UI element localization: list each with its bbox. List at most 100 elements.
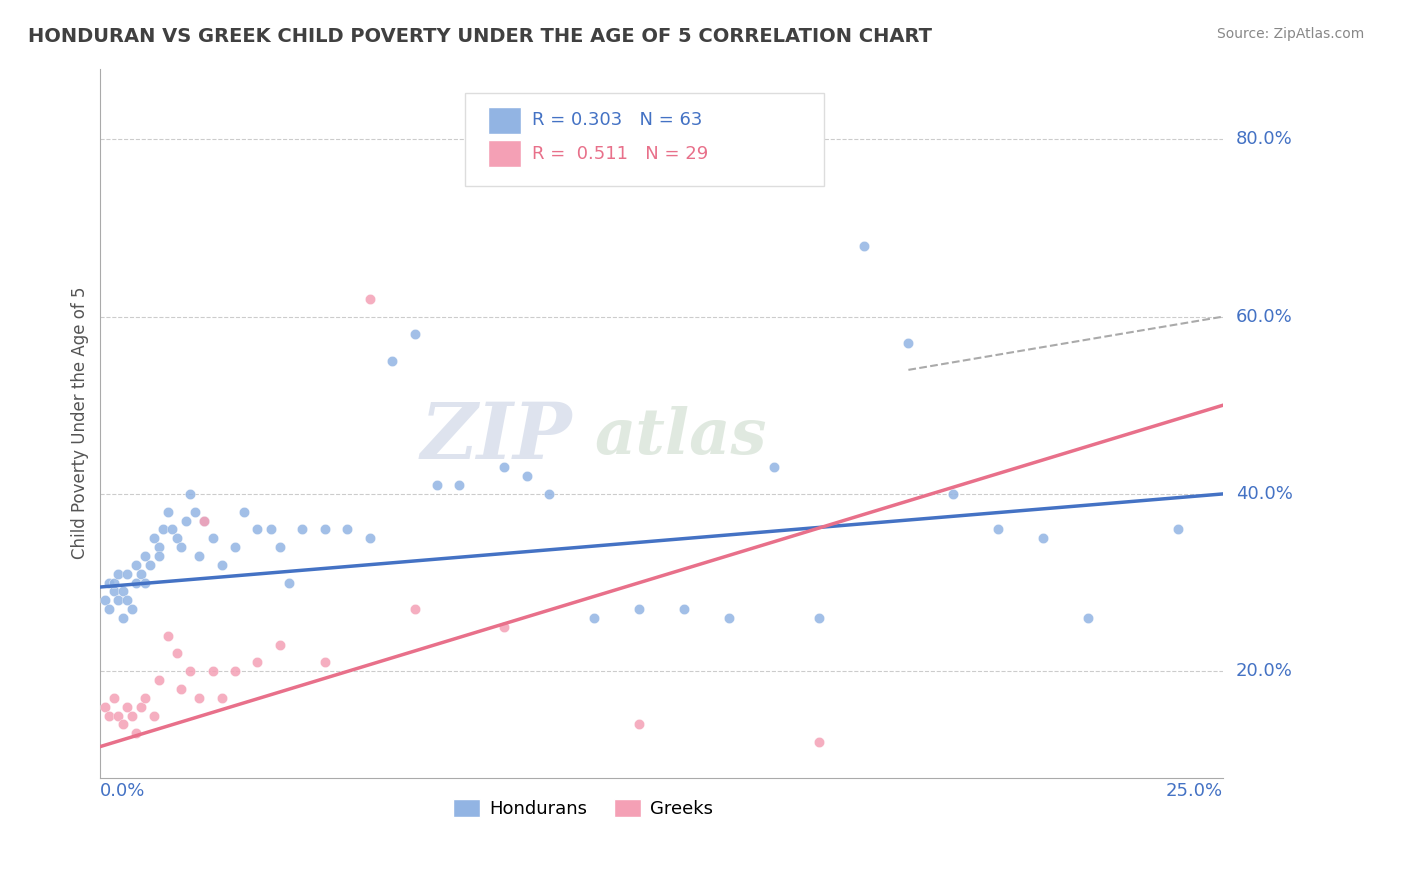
- Point: [103, 575, 125, 590]
- Point: [138, 558, 160, 572]
- Point: [134, 690, 156, 705]
- Point: [277, 575, 299, 590]
- Text: 20.0%: 20.0%: [1236, 662, 1294, 681]
- Point: [111, 584, 134, 599]
- Point: [269, 540, 291, 554]
- Point: [170, 681, 193, 696]
- Point: [129, 566, 152, 581]
- Point: [166, 647, 188, 661]
- Point: [1167, 522, 1189, 536]
- Y-axis label: Child Poverty Under the Age of 5: Child Poverty Under the Age of 5: [72, 287, 89, 559]
- Point: [494, 620, 516, 634]
- Point: [672, 602, 695, 616]
- Text: 60.0%: 60.0%: [1236, 308, 1294, 326]
- Point: [291, 522, 314, 536]
- Point: [156, 505, 179, 519]
- Point: [125, 575, 148, 590]
- Point: [897, 336, 920, 351]
- Point: [125, 726, 148, 740]
- Point: [103, 690, 125, 705]
- Point: [987, 522, 1010, 536]
- Text: R = 0.303   N = 63: R = 0.303 N = 63: [533, 112, 703, 129]
- Point: [103, 584, 125, 599]
- Text: atlas: atlas: [595, 407, 766, 468]
- Point: [193, 514, 215, 528]
- Point: [404, 602, 426, 616]
- Point: [111, 717, 134, 731]
- Point: [111, 611, 134, 625]
- Point: [107, 708, 129, 723]
- Text: 80.0%: 80.0%: [1236, 130, 1294, 148]
- Point: [1032, 531, 1054, 545]
- Text: 25.0%: 25.0%: [1166, 782, 1223, 800]
- Point: [246, 656, 269, 670]
- Point: [117, 699, 139, 714]
- Text: 40.0%: 40.0%: [1236, 485, 1294, 503]
- FancyBboxPatch shape: [488, 107, 522, 134]
- Point: [121, 602, 143, 616]
- Point: [211, 690, 233, 705]
- Text: Source: ZipAtlas.com: Source: ZipAtlas.com: [1216, 27, 1364, 41]
- Point: [125, 558, 148, 572]
- Point: [852, 239, 875, 253]
- FancyBboxPatch shape: [488, 140, 522, 167]
- Point: [156, 629, 179, 643]
- Text: R =  0.511   N = 29: R = 0.511 N = 29: [533, 145, 709, 162]
- Point: [224, 664, 246, 678]
- Point: [807, 735, 830, 749]
- Point: [117, 593, 139, 607]
- Point: [134, 575, 156, 590]
- Legend: Hondurans, Greeks: Hondurans, Greeks: [446, 791, 720, 825]
- Point: [224, 540, 246, 554]
- Point: [211, 558, 233, 572]
- Point: [152, 522, 174, 536]
- Point: [336, 522, 359, 536]
- Point: [717, 611, 740, 625]
- Point: [166, 531, 188, 545]
- Point: [201, 531, 224, 545]
- Point: [179, 487, 201, 501]
- Point: [117, 566, 139, 581]
- Point: [107, 566, 129, 581]
- Point: [942, 487, 965, 501]
- Point: [628, 602, 651, 616]
- Point: [359, 292, 381, 306]
- Text: 0.0%: 0.0%: [100, 782, 146, 800]
- Point: [148, 540, 170, 554]
- Point: [233, 505, 256, 519]
- Point: [583, 611, 606, 625]
- Point: [94, 593, 117, 607]
- Point: [494, 460, 516, 475]
- Point: [246, 522, 269, 536]
- Point: [516, 469, 538, 483]
- Point: [179, 664, 201, 678]
- Point: [188, 549, 211, 563]
- Point: [201, 664, 224, 678]
- Point: [98, 575, 121, 590]
- Point: [148, 549, 170, 563]
- Point: [538, 487, 561, 501]
- Point: [174, 514, 197, 528]
- Point: [1077, 611, 1099, 625]
- Point: [107, 593, 129, 607]
- Point: [170, 540, 193, 554]
- Point: [269, 638, 291, 652]
- Point: [129, 699, 152, 714]
- Point: [359, 531, 381, 545]
- FancyBboxPatch shape: [465, 94, 824, 186]
- Point: [121, 708, 143, 723]
- Point: [807, 611, 830, 625]
- Point: [381, 354, 404, 368]
- Point: [628, 717, 651, 731]
- Point: [762, 460, 785, 475]
- Point: [183, 505, 205, 519]
- Point: [426, 478, 449, 492]
- Text: HONDURAN VS GREEK CHILD POVERTY UNDER THE AGE OF 5 CORRELATION CHART: HONDURAN VS GREEK CHILD POVERTY UNDER TH…: [28, 27, 932, 45]
- Point: [449, 478, 471, 492]
- Point: [260, 522, 283, 536]
- Point: [94, 699, 117, 714]
- Point: [143, 531, 166, 545]
- Point: [314, 522, 336, 536]
- Point: [134, 549, 156, 563]
- Point: [143, 708, 166, 723]
